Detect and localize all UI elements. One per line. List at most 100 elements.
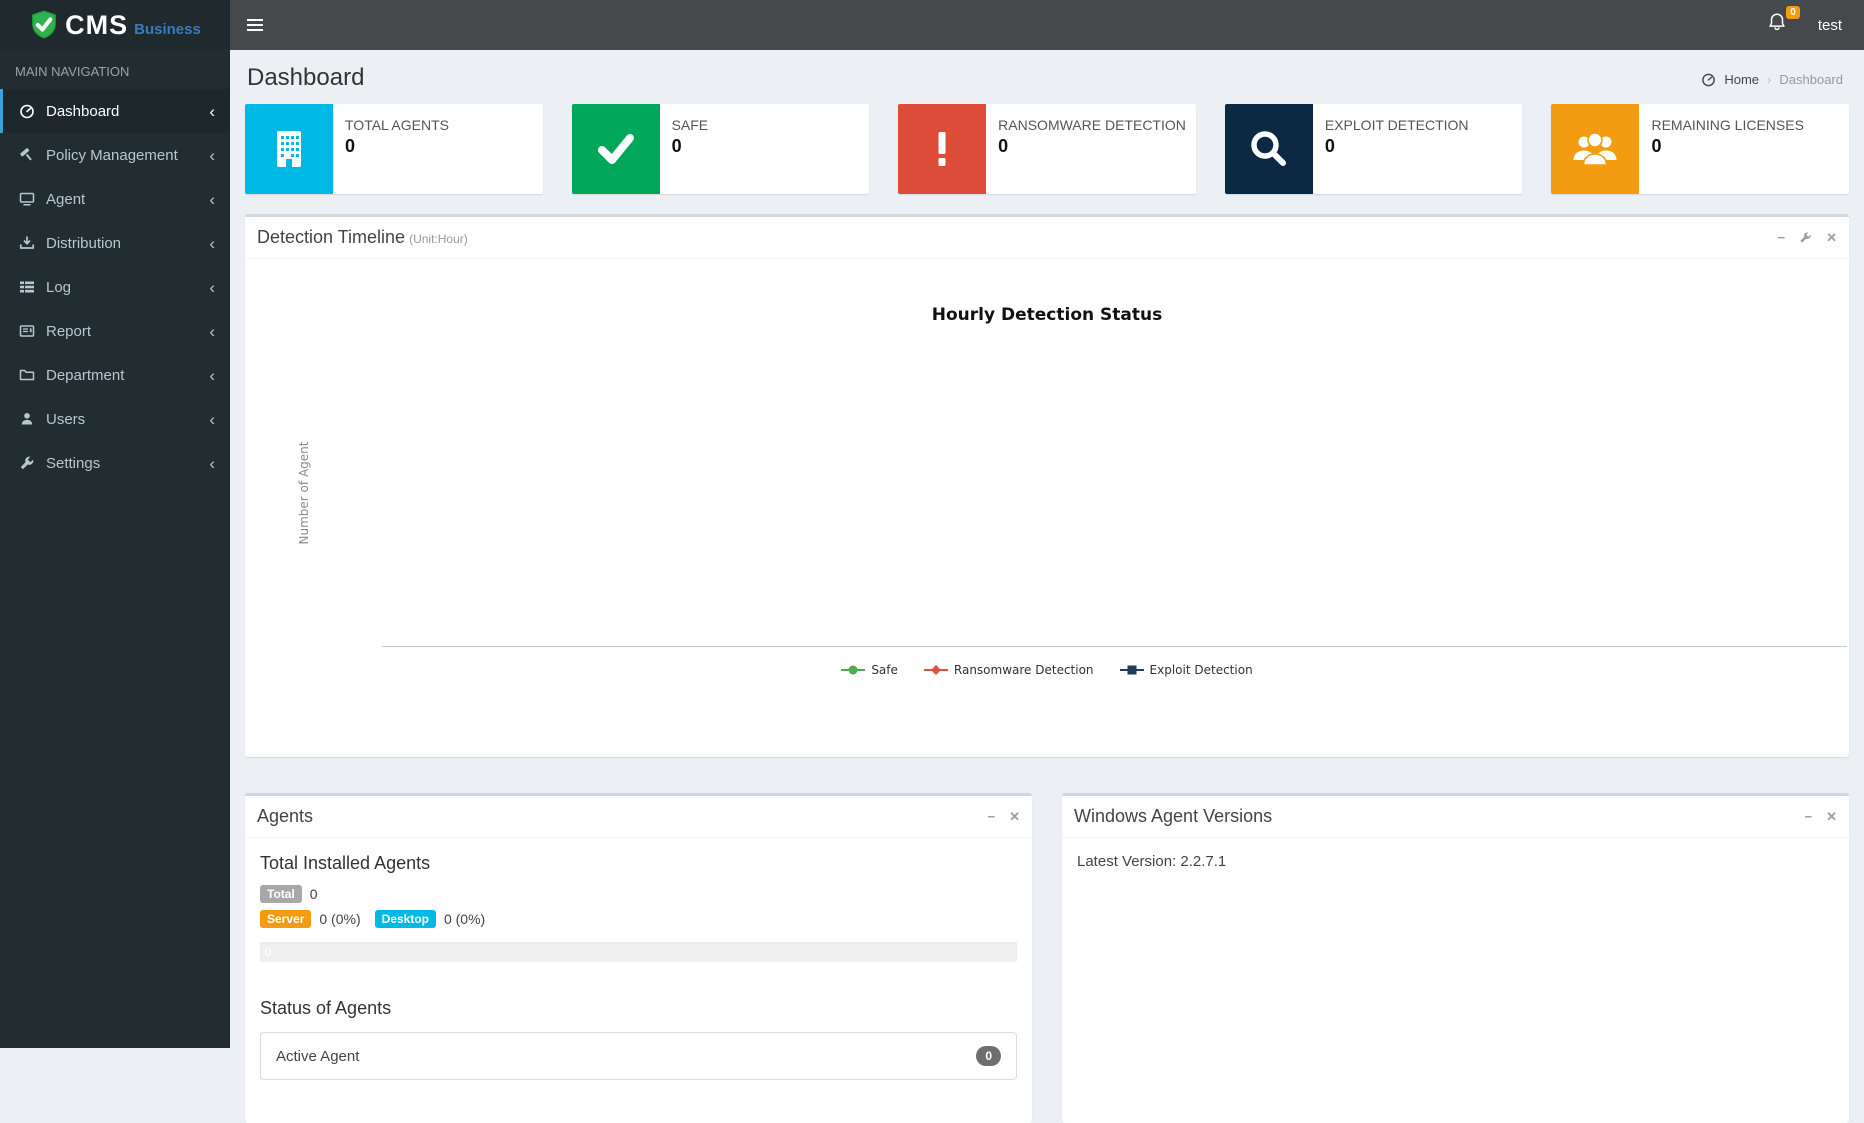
legend-marker-circle-icon xyxy=(841,665,865,675)
info-box-value: 0 xyxy=(672,136,709,157)
sidebar: MAIN NAVIGATION Dashboard ‹ Policy Manag… xyxy=(0,50,230,1048)
chart-title: Hourly Detection Status xyxy=(245,305,1849,325)
legend-item-exploit-detection[interactable]: Exploit Detection xyxy=(1120,663,1253,677)
top-navbar: 0 test xyxy=(230,0,1864,50)
panel-title: Detection Timeline(Unit:Hour) xyxy=(257,227,468,248)
desktop-value: 0 (0%) xyxy=(444,911,485,927)
info-box-safe: SAFE 0 xyxy=(572,104,870,194)
monitor-icon xyxy=(18,191,36,207)
info-box-label: EXPLOIT DETECTION xyxy=(1325,117,1469,133)
sidebar-item-agent[interactable]: Agent ‹ xyxy=(0,177,230,221)
panel-title: Agents xyxy=(257,806,313,827)
info-box-exploit-detection: EXPLOIT DETECTION 0 xyxy=(1225,104,1523,194)
check-icon xyxy=(572,104,660,194)
total-badge: Total xyxy=(260,885,302,903)
info-box-label: REMAINING LICENSES xyxy=(1651,117,1803,133)
info-box-total-agents: TOTAL AGENTS 0 xyxy=(245,104,543,194)
gauge-icon xyxy=(1701,72,1716,87)
shield-check-icon xyxy=(29,9,59,41)
info-box-label: TOTAL AGENTS xyxy=(345,117,449,133)
latest-version-text: Latest Version: 2.2.7.1 xyxy=(1077,853,1834,870)
sidebar-menu: Dashboard ‹ Policy Management ‹ Agent ‹ … xyxy=(0,89,230,485)
list-item-active-agent: Active Agent 0 xyxy=(261,1033,1016,1079)
close-icon[interactable]: ✕ xyxy=(1009,810,1020,823)
sidebar-item-label: Log xyxy=(46,279,71,296)
gauge-icon xyxy=(18,103,36,119)
panel-unit-label: (Unit:Hour) xyxy=(409,232,468,246)
server-value: 0 (0%) xyxy=(319,911,360,927)
breadcrumb: Home › Dashboard xyxy=(1701,72,1849,87)
sidebar-item-label: Policy Management xyxy=(46,147,178,164)
detection-chart: Hourly Detection Status Number of Agent … xyxy=(245,259,1849,757)
close-icon[interactable]: ✕ xyxy=(1826,231,1837,244)
page-title: Dashboard xyxy=(247,64,364,92)
exclamation-icon xyxy=(898,104,986,194)
sidebar-item-users[interactable]: Users ‹ xyxy=(0,397,230,441)
sidebar-item-label: Settings xyxy=(46,455,100,472)
sidebar-section-label: MAIN NAVIGATION xyxy=(0,50,230,89)
chart-x-axis-line xyxy=(382,646,1847,647)
chevron-left-icon: ‹ xyxy=(209,279,215,296)
progress-value: 0 xyxy=(260,945,272,959)
sidebar-item-label: Distribution xyxy=(46,235,121,252)
building-icon xyxy=(245,104,333,194)
info-box-label: RANSOMWARE DETECTION xyxy=(998,117,1186,133)
list-item-label: Active Agent xyxy=(276,1048,359,1065)
status-of-agents-heading: Status of Agents xyxy=(260,998,1017,1019)
sidebar-toggle-button[interactable] xyxy=(230,0,280,50)
sidebar-item-dashboard[interactable]: Dashboard ‹ xyxy=(0,89,230,133)
wrench-icon xyxy=(18,455,36,471)
legend-label: Ransomware Detection xyxy=(954,663,1094,677)
agents-panel: Agents − ✕ Total Installed Agents Total … xyxy=(245,793,1032,1123)
legend-label: Safe xyxy=(871,663,898,677)
users-icon xyxy=(1551,104,1639,194)
sidebar-item-department[interactable]: Department ‹ xyxy=(0,353,230,397)
collapse-icon[interactable]: − xyxy=(1805,810,1813,823)
chevron-left-icon: ‹ xyxy=(209,367,215,384)
chevron-left-icon: ‹ xyxy=(209,235,215,252)
close-icon[interactable]: ✕ xyxy=(1826,810,1837,823)
search-icon xyxy=(1225,104,1313,194)
breadcrumb-separator: › xyxy=(1767,72,1771,87)
user-icon xyxy=(18,411,36,427)
sidebar-item-report[interactable]: Report ‹ xyxy=(0,309,230,353)
windows-agent-versions-panel: Windows Agent Versions − ✕ Latest Versio… xyxy=(1062,793,1849,1123)
main-header: CMS Business 0 test xyxy=(0,0,1864,50)
status-badge: 0 xyxy=(976,1046,1001,1066)
legend-item-ransomware-detection[interactable]: Ransomware Detection xyxy=(924,663,1094,677)
breadcrumb-current: Dashboard xyxy=(1779,72,1843,87)
detection-timeline-panel: Detection Timeline(Unit:Hour) − ✕ Hourly… xyxy=(245,214,1849,757)
chevron-left-icon: ‹ xyxy=(209,411,215,428)
app-logo[interactable]: CMS Business xyxy=(0,0,230,50)
chevron-left-icon: ‹ xyxy=(209,191,215,208)
panel-title: Windows Agent Versions xyxy=(1074,806,1272,827)
bell-icon xyxy=(1766,10,1788,34)
sidebar-item-policy-management[interactable]: Policy Management ‹ xyxy=(0,133,230,177)
collapse-icon[interactable]: − xyxy=(1778,231,1786,244)
user-menu[interactable]: test xyxy=(1818,17,1842,34)
info-box-value: 0 xyxy=(1325,136,1469,157)
logo-text-light: Business xyxy=(134,21,201,38)
legend-item-safe[interactable]: Safe xyxy=(841,663,898,677)
chevron-left-icon: ‹ xyxy=(209,323,215,340)
agent-status-list: Active Agent 0 xyxy=(260,1032,1017,1080)
chevron-left-icon: ‹ xyxy=(209,147,215,164)
chart-y-axis-label: Number of Agent xyxy=(297,442,311,545)
logo-text-bold: CMS xyxy=(65,10,128,41)
sidebar-item-settings[interactable]: Settings ‹ xyxy=(0,441,230,485)
info-box-label: SAFE xyxy=(672,117,709,133)
sidebar-item-distribution[interactable]: Distribution ‹ xyxy=(0,221,230,265)
sidebar-item-label: Agent xyxy=(46,191,85,208)
info-box-row: TOTAL AGENTS 0 SAFE 0 RANSOMWARE DETECTI… xyxy=(245,104,1849,194)
legend-label: Exploit Detection xyxy=(1150,663,1253,677)
agents-progress-bar: 0 xyxy=(260,942,1017,962)
collapse-icon[interactable]: − xyxy=(988,810,996,823)
server-badge: Server xyxy=(260,910,311,928)
sidebar-item-log[interactable]: Log ‹ xyxy=(0,265,230,309)
sidebar-item-label: Dashboard xyxy=(46,103,119,120)
wrench-icon[interactable] xyxy=(1799,231,1812,244)
breadcrumb-home-link[interactable]: Home xyxy=(1724,72,1759,87)
download-icon xyxy=(18,235,36,251)
sidebar-item-label: Report xyxy=(46,323,91,340)
notifications-button[interactable]: 0 xyxy=(1766,10,1792,40)
